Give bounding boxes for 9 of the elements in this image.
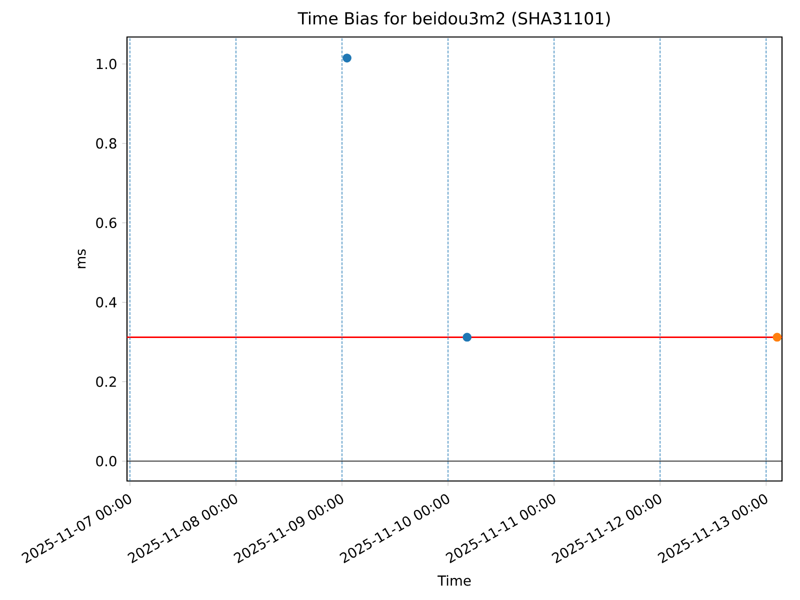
y-tick-label: 0.2 [96,376,116,387]
y-tick-label: 0.4 [96,297,116,308]
chart-title: Time Bias for beidou3m2 (SHA31101) [298,12,610,27]
y-tick-label: 0.0 [96,456,116,466]
x-axis-title: Time [438,575,471,586]
y-tick-label: 0.6 [96,218,116,228]
y-axis-title: ms [78,249,86,268]
y-tick-label: 0.8 [96,138,116,149]
y-tick-label: 1.0 [96,58,116,70]
